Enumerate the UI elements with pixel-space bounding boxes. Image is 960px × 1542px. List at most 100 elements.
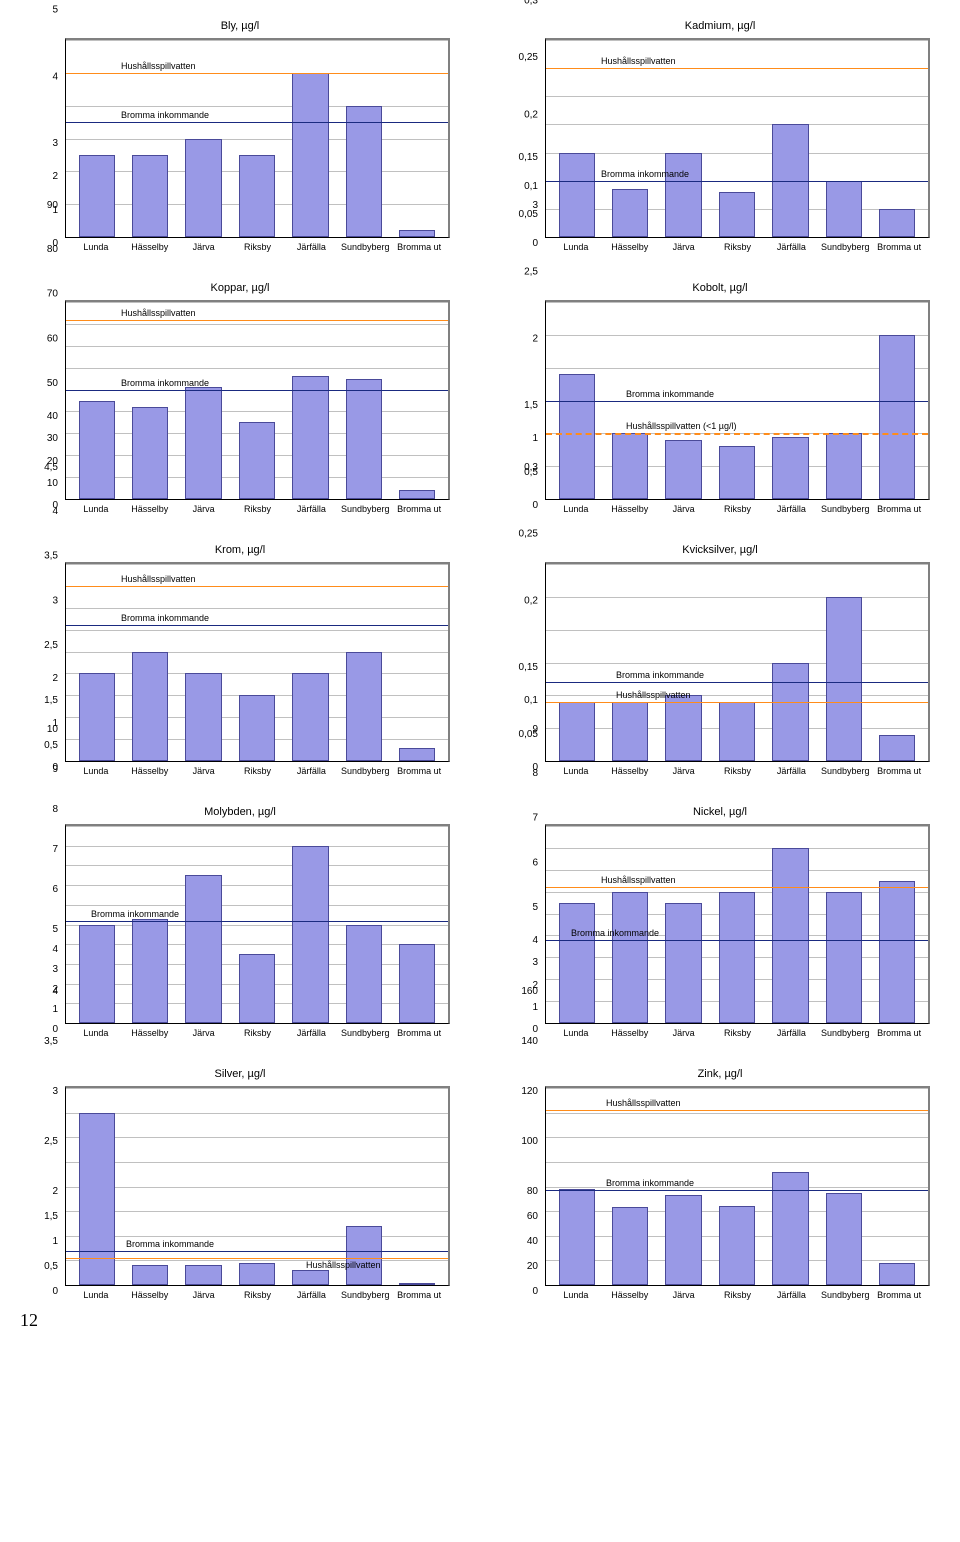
bar bbox=[346, 379, 382, 499]
x-tick-label: Järva bbox=[177, 504, 231, 514]
bar bbox=[292, 1270, 328, 1285]
bar bbox=[772, 437, 808, 499]
chart-panel: Kobolt, µg/l00,511,522,53Bromma inkomman… bbox=[500, 282, 940, 514]
reference-line bbox=[546, 682, 928, 683]
chart-panel: Kvicksilver, µg/l00,050,10,150,20,250,3B… bbox=[500, 544, 940, 776]
bar bbox=[826, 433, 862, 499]
x-tick-label: Järfälla bbox=[764, 1028, 818, 1038]
reference-line-label: Hushållsspillvatten bbox=[121, 308, 196, 318]
bar bbox=[132, 652, 168, 761]
x-tick-label: Bromma ut bbox=[872, 1290, 926, 1300]
bar bbox=[879, 1263, 915, 1285]
x-tick-label: Järfälla bbox=[764, 1290, 818, 1300]
x-tick-label: Riksby bbox=[711, 1028, 765, 1038]
reference-line-label: Hushållsspillvatten bbox=[121, 574, 196, 584]
chart-panel: Krom, µg/l00,511,522,533,544,5Hushållssp… bbox=[20, 544, 460, 776]
x-tick-label: Lunda bbox=[549, 242, 603, 252]
bar bbox=[79, 1113, 115, 1285]
x-tick-label: Hässelby bbox=[123, 1028, 177, 1038]
reference-line bbox=[66, 1251, 448, 1252]
bar bbox=[559, 153, 595, 237]
chart-title: Molybden, µg/l bbox=[204, 806, 276, 818]
x-tick-label: Järfälla bbox=[284, 242, 338, 252]
x-tick-label: Hässelby bbox=[123, 242, 177, 252]
reference-line-label: Hushållsspillvatten (<1 µg/l) bbox=[626, 421, 736, 431]
x-tick-label: Sundbyberg bbox=[338, 504, 392, 514]
x-tick-label: Järva bbox=[177, 1290, 231, 1300]
bar bbox=[719, 702, 755, 761]
y-tick-label: 160 bbox=[521, 986, 538, 1186]
x-tick-label: Sundbyberg bbox=[818, 504, 872, 514]
chart-title: Kobolt, µg/l bbox=[692, 282, 747, 294]
bar bbox=[559, 702, 595, 761]
bar bbox=[612, 189, 648, 237]
bar bbox=[826, 597, 862, 761]
bar bbox=[79, 925, 115, 1024]
x-tick-label: Sundbyberg bbox=[338, 766, 392, 776]
reference-line-label: Bromma inkommande bbox=[616, 670, 704, 680]
bar bbox=[665, 153, 701, 237]
reference-line bbox=[546, 433, 928, 435]
chart-title: Kadmium, µg/l bbox=[685, 20, 756, 32]
x-tick-label: Riksby bbox=[231, 504, 285, 514]
bar bbox=[292, 673, 328, 761]
plot-area: HushållsspillvattenBromma inkommande bbox=[545, 38, 930, 238]
x-tick-label: Hässelby bbox=[123, 766, 177, 776]
chart-title: Nickel, µg/l bbox=[693, 806, 747, 818]
x-tick-label: Hässelby bbox=[123, 504, 177, 514]
reference-line bbox=[66, 390, 448, 391]
chart-panel: Bly, µg/l0123456HushållsspillvattenBromm… bbox=[20, 20, 460, 252]
bar bbox=[132, 155, 168, 237]
reference-line-label: Bromma inkommande bbox=[126, 1239, 214, 1249]
x-tick-label: Bromma ut bbox=[872, 1028, 926, 1038]
x-tick-label: Järva bbox=[177, 242, 231, 252]
reference-line-label: Bromma inkommande bbox=[571, 928, 659, 938]
x-tick-label: Bromma ut bbox=[392, 1290, 446, 1300]
reference-line bbox=[546, 1190, 928, 1191]
bar bbox=[292, 73, 328, 237]
bar bbox=[132, 407, 168, 499]
x-tick-label: Sundbyberg bbox=[818, 1028, 872, 1038]
reference-line bbox=[66, 625, 448, 626]
chart-title: Krom, µg/l bbox=[215, 544, 265, 556]
x-tick-label: Riksby bbox=[711, 242, 765, 252]
x-tick-label: Bromma ut bbox=[392, 1028, 446, 1038]
bar bbox=[185, 139, 221, 238]
x-tick-label: Lunda bbox=[549, 1290, 603, 1300]
reference-line-label: Bromma inkommande bbox=[91, 909, 179, 919]
reference-line bbox=[546, 68, 928, 69]
x-tick-label: Järfälla bbox=[284, 504, 338, 514]
x-tick-label: Järva bbox=[177, 1028, 231, 1038]
bar bbox=[399, 748, 435, 761]
reference-line bbox=[66, 320, 448, 321]
plot-area: Bromma inkommandeHushållsspillvatten (<1… bbox=[545, 300, 930, 500]
x-tick-label: Sundbyberg bbox=[818, 766, 872, 776]
y-tick-label: 0,35 bbox=[519, 0, 538, 138]
plot-area: HushållsspillvattenBromma inkommande bbox=[65, 38, 450, 238]
reference-line-label: Hushållsspillvatten bbox=[121, 61, 196, 71]
y-tick-label: 4,5 bbox=[44, 462, 58, 662]
bar bbox=[399, 230, 435, 237]
reference-line-label: Bromma inkommande bbox=[601, 169, 689, 179]
x-tick-label: Järfälla bbox=[284, 766, 338, 776]
x-tick-label: Sundbyberg bbox=[338, 1290, 392, 1300]
bar bbox=[292, 376, 328, 499]
bar bbox=[185, 1265, 221, 1285]
reference-line bbox=[546, 887, 928, 888]
bar bbox=[239, 954, 275, 1023]
bar bbox=[79, 673, 115, 761]
x-tick-label: Riksby bbox=[231, 242, 285, 252]
x-tick-label: Lunda bbox=[69, 504, 123, 514]
x-tick-label: Hässelby bbox=[603, 1028, 657, 1038]
bar bbox=[772, 1172, 808, 1285]
bar bbox=[185, 387, 221, 499]
bar bbox=[826, 1193, 862, 1285]
x-tick-label: Hässelby bbox=[123, 1290, 177, 1300]
bar bbox=[719, 192, 755, 237]
x-tick-label: Sundbyberg bbox=[338, 242, 392, 252]
chart-title: Kvicksilver, µg/l bbox=[682, 544, 757, 556]
bar bbox=[719, 892, 755, 1023]
bar bbox=[239, 155, 275, 237]
y-tick-label: 10 bbox=[47, 724, 58, 924]
bar bbox=[879, 735, 915, 761]
